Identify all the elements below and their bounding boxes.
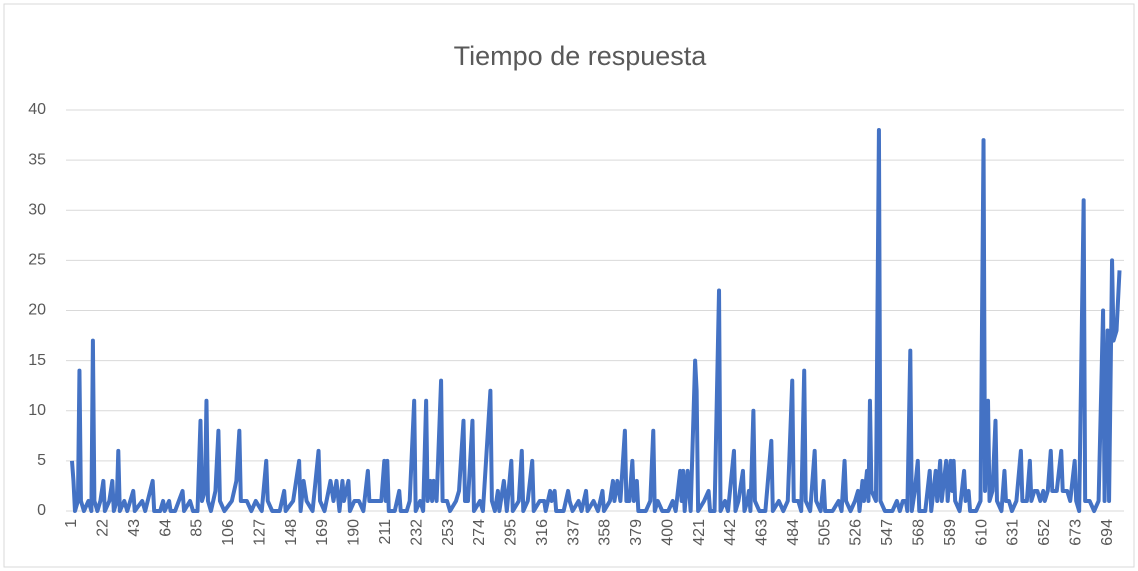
chart-title: Tiempo de respuesta [454,41,708,71]
x-tick-label: 64 [157,519,174,537]
x-tick-label: 484 [785,519,802,546]
y-tick-label: 35 [28,151,46,168]
y-tick-label: 25 [28,252,46,269]
x-tick-label: 589 [942,519,959,546]
x-tick-label: 253 [440,519,457,546]
x-tick-label: 316 [534,519,551,546]
y-tick-label: 0 [37,502,46,519]
x-tick-label: 631 [1005,519,1022,546]
x-tick-label: 421 [691,519,708,546]
x-tick-label: 358 [597,519,614,546]
x-tick-label: 190 [346,519,363,546]
x-tick-label: 43 [126,519,143,537]
x-tick-label: 85 [189,519,206,537]
x-tick-label: 505 [816,519,833,546]
x-tick-label: 610 [973,519,990,546]
x-tick-label: 442 [722,519,739,546]
x-tick-label: 673 [1067,519,1084,546]
x-tick-label: 568 [910,519,927,546]
x-tick-label: 232 [408,519,425,546]
x-tick-label: 337 [565,519,582,546]
data-line [69,128,1122,513]
x-tick-label: 379 [628,519,645,546]
x-tick-label: 169 [314,519,331,546]
x-tick-label: 295 [503,519,520,546]
x-tick-label: 148 [283,519,300,546]
x-tick-label: 1 [63,519,80,528]
x-tick-label: 274 [471,519,488,546]
y-tick-label: 30 [28,201,46,218]
x-tick-label: 106 [220,519,237,546]
x-tick-label: 400 [659,519,676,546]
x-tick-label: 694 [1099,519,1116,546]
x-tick-label: 526 [848,519,865,546]
x-tick-label: 22 [95,519,112,537]
y-tick-label: 15 [28,352,46,369]
x-tick-label: 652 [1036,519,1053,546]
x-tick-label: 211 [377,519,394,545]
x-tick-label: 547 [879,519,896,546]
x-tick-label: 127 [251,519,268,546]
y-tick-label: 5 [37,452,46,469]
y-tick-label: 10 [28,402,46,419]
x-tick-label: 463 [754,519,771,546]
y-tick-label: 40 [28,101,46,118]
y-tick-label: 20 [28,302,46,319]
